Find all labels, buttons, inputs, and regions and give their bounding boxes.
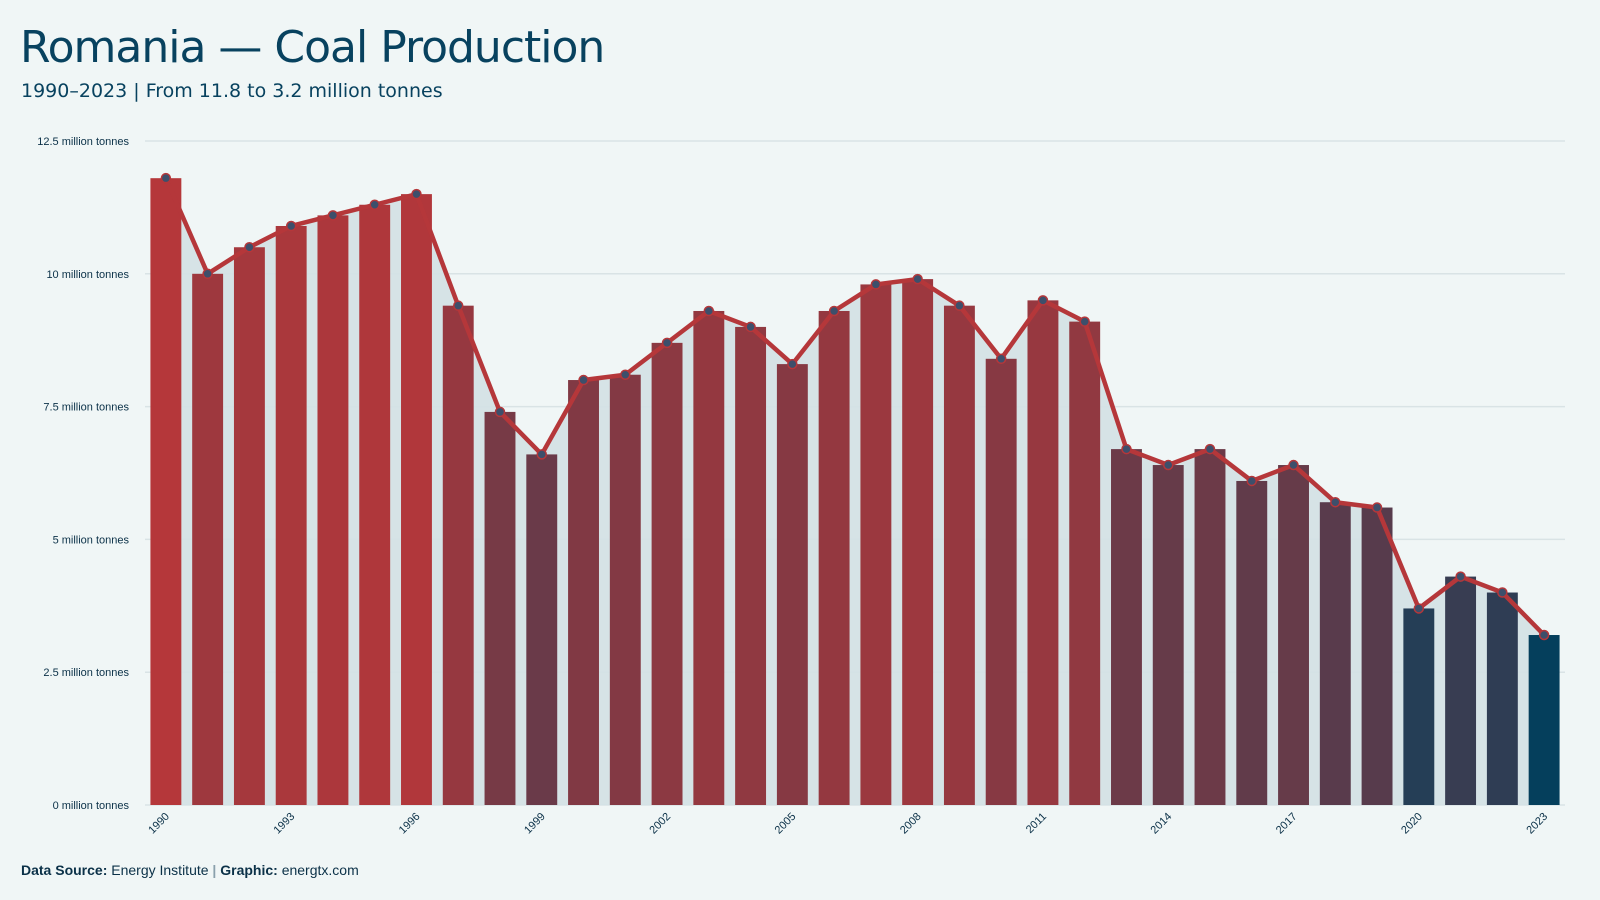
- source-label: Data Source:: [21, 862, 107, 878]
- bar: [1320, 502, 1351, 805]
- bar: [1487, 593, 1518, 805]
- x-tick-label: 1993: [271, 811, 297, 837]
- data-point: [955, 301, 964, 310]
- y-tick-label: 10 million tonnes: [46, 269, 129, 281]
- data-point: [328, 211, 337, 220]
- bar: [693, 311, 724, 805]
- data-point: [913, 275, 922, 284]
- data-point: [496, 407, 505, 416]
- bar: [652, 343, 683, 805]
- y-tick-label: 5 million tonnes: [53, 534, 130, 546]
- data-point: [997, 354, 1006, 363]
- bar: [526, 454, 557, 805]
- x-tick-label: 2014: [1149, 811, 1175, 837]
- x-tick-label: 2023: [1524, 811, 1550, 837]
- data-point: [1289, 461, 1298, 470]
- x-tick-label: 1996: [397, 811, 423, 837]
- data-point: [1122, 445, 1131, 454]
- data-point: [412, 190, 421, 199]
- x-tick-label: 2020: [1399, 811, 1425, 837]
- bar: [860, 284, 891, 805]
- source-value: Energy Institute: [111, 862, 208, 878]
- bar: [150, 178, 181, 805]
- data-point: [830, 306, 839, 315]
- bar: [1362, 508, 1393, 805]
- bar: [1529, 635, 1560, 805]
- bar: [1069, 322, 1100, 805]
- bar: [902, 279, 933, 805]
- bar: [359, 205, 390, 805]
- x-tick-label: 2008: [898, 811, 924, 837]
- data-point: [621, 370, 630, 379]
- x-tick-label: 2005: [773, 811, 799, 837]
- bar: [485, 412, 516, 805]
- bar: [1278, 465, 1309, 805]
- data-point: [1373, 503, 1382, 512]
- data-point: [454, 301, 463, 310]
- bar: [819, 311, 850, 805]
- graphic-label: Graphic:: [220, 862, 278, 878]
- bar: [1403, 608, 1434, 805]
- bar: [568, 380, 599, 805]
- x-tick-label: 2002: [647, 811, 673, 837]
- x-tick-label: 1999: [522, 811, 548, 837]
- bar: [1111, 449, 1142, 805]
- data-point: [1038, 296, 1047, 305]
- bar: [777, 364, 808, 805]
- data-point: [871, 280, 880, 289]
- data-point: [203, 269, 212, 278]
- bar: [944, 306, 975, 805]
- data-point: [746, 322, 755, 331]
- data-point: [161, 174, 170, 183]
- bar: [1027, 300, 1058, 805]
- footer: Data Source: Energy Institute | Graphic:…: [21, 862, 359, 878]
- bar: [986, 359, 1017, 805]
- data-point: [1540, 631, 1549, 640]
- data-point: [287, 221, 296, 230]
- bar: [443, 306, 474, 805]
- y-tick-label: 2.5 million tonnes: [43, 667, 129, 679]
- bar: [735, 327, 766, 805]
- data-point: [1164, 461, 1173, 470]
- bar: [276, 226, 307, 805]
- data-point: [1206, 445, 1215, 454]
- bar: [1195, 449, 1226, 805]
- y-tick-label: 12.5 million tonnes: [37, 136, 129, 148]
- bar: [1153, 465, 1184, 805]
- bar: [610, 375, 641, 805]
- footer-separator: |: [212, 862, 216, 878]
- bar: [1445, 577, 1476, 805]
- data-point: [1414, 604, 1423, 613]
- x-tick-label: 2017: [1274, 811, 1300, 837]
- data-point: [1247, 476, 1256, 485]
- data-point: [788, 360, 797, 369]
- bar: [401, 194, 432, 805]
- x-tick-label: 1990: [146, 811, 172, 837]
- graphic-value: energtx.com: [282, 862, 359, 878]
- y-tick-label: 7.5 million tonnes: [43, 402, 129, 414]
- data-point: [537, 450, 546, 459]
- bar: [192, 274, 223, 805]
- data-point: [579, 376, 588, 385]
- bar: [317, 215, 348, 805]
- x-tick-label: 2011: [1024, 811, 1049, 836]
- data-point: [370, 200, 379, 209]
- data-point: [704, 306, 713, 315]
- data-point: [1456, 572, 1465, 581]
- data-point: [1080, 317, 1089, 326]
- data-point: [1331, 498, 1340, 507]
- y-tick-label: 0 million tonnes: [53, 800, 130, 812]
- data-point: [1498, 588, 1507, 597]
- bar: [1236, 481, 1267, 805]
- bar: [234, 247, 265, 805]
- data-point: [663, 338, 672, 347]
- data-point: [245, 243, 254, 252]
